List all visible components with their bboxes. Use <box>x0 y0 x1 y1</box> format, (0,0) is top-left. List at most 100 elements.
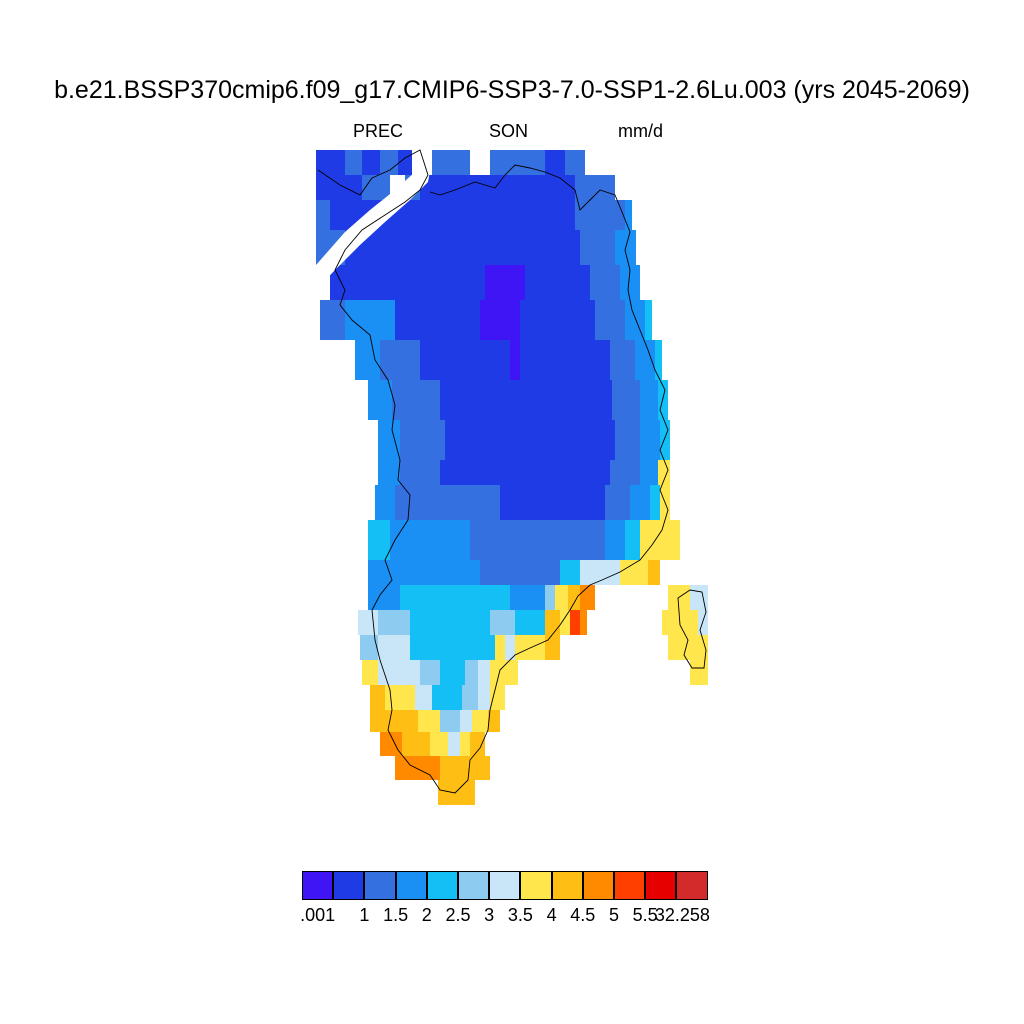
plot-title: b.e21.BSSP370cmip6.f09_g17.CMIP6-SSP3-7.… <box>54 76 970 104</box>
grid-cell <box>438 780 475 805</box>
grid-cell <box>420 175 500 200</box>
grid-cell <box>330 265 500 300</box>
grid-cell <box>570 610 580 635</box>
grid-cell <box>640 420 660 460</box>
variable-label: PREC <box>353 121 404 141</box>
colorbar-tick-label: 1 <box>359 905 370 925</box>
grid-cell <box>610 460 640 485</box>
grid-cell <box>660 420 670 460</box>
grid-cell <box>605 485 630 520</box>
grid-cell <box>560 560 580 585</box>
grid-cell <box>400 660 420 685</box>
grid-cell <box>575 200 605 230</box>
grid-cell <box>400 460 440 485</box>
colorbar-swatch <box>426 871 458 900</box>
grid-cell <box>345 150 362 175</box>
grid-cell <box>316 175 362 200</box>
grid-cell <box>440 660 465 685</box>
grid-cell <box>615 420 640 460</box>
units-label: mm/d <box>618 121 663 141</box>
grid-cell <box>395 485 430 520</box>
grid-cell <box>368 380 392 420</box>
grid-cell <box>485 265 525 300</box>
grid-cell <box>398 150 412 175</box>
grid-cell <box>375 485 395 520</box>
missing-data-strip <box>316 160 432 290</box>
grid-cell <box>316 200 330 230</box>
grid-cell <box>316 150 345 175</box>
grid-cell <box>490 660 518 685</box>
colorbar-tick-label: 5.5 <box>632 905 658 925</box>
grid-cell <box>440 380 612 420</box>
grid-cell <box>590 265 620 300</box>
grid-cell <box>640 380 658 420</box>
grid-cell <box>488 710 500 732</box>
grid-cell <box>472 710 488 732</box>
grid-cell <box>358 610 378 635</box>
grid-cell <box>515 610 545 635</box>
grid-cell <box>545 585 555 610</box>
grid-cell <box>645 300 652 340</box>
grid-cell <box>395 300 480 340</box>
grid-cell <box>410 610 460 635</box>
grid-cell <box>630 230 636 265</box>
grid-cell <box>490 685 505 710</box>
grid-cell <box>362 150 380 175</box>
grid-cell <box>418 710 440 732</box>
grid-cell <box>565 150 585 175</box>
season-label: SON <box>489 121 529 141</box>
grid-cell <box>432 150 470 175</box>
grid-cell <box>460 610 490 635</box>
grid-cell <box>510 585 545 610</box>
grid-cell <box>478 756 490 780</box>
grid-cell <box>470 230 580 265</box>
grid-cell <box>470 732 485 756</box>
coastline <box>317 149 707 794</box>
grid-cell <box>545 610 560 635</box>
grid-cell <box>440 460 610 485</box>
grid-cell <box>545 175 575 200</box>
grid-cell <box>545 150 565 175</box>
grid-cell <box>470 520 510 560</box>
grid-cell <box>362 175 390 200</box>
grid-cell <box>400 420 445 460</box>
grid-cell <box>660 520 680 560</box>
grid-cell <box>568 585 580 610</box>
grid-cell <box>480 300 520 340</box>
colorbar-swatch <box>458 871 490 900</box>
grid-cell <box>465 660 478 685</box>
colorbar-swatch <box>582 871 614 900</box>
grid-cell <box>490 150 510 175</box>
grid-cell <box>612 380 640 420</box>
grid-cell <box>600 175 615 200</box>
colorbar-swatch <box>676 871 708 900</box>
colorbar-tick-label: 4.5 <box>570 905 596 925</box>
grid-cell <box>445 420 615 460</box>
grid-cell <box>408 756 440 780</box>
grid-cell <box>690 660 708 685</box>
grid-cell <box>430 560 480 585</box>
colorbar-tick-label: 5 <box>608 905 620 925</box>
grid-cell <box>430 485 470 520</box>
grid-cell <box>380 340 420 380</box>
grid-cell <box>470 485 500 520</box>
grid-cell <box>605 520 625 560</box>
grid-cell <box>478 685 490 710</box>
grid-cell <box>575 175 600 200</box>
grid-cell <box>640 460 658 485</box>
grid-cell <box>625 520 640 560</box>
grid-cell <box>595 300 625 340</box>
grid-cell <box>440 635 468 660</box>
colorbar-swatch <box>520 871 552 900</box>
grid-cell <box>378 420 400 460</box>
grid-cell <box>410 635 440 660</box>
grid-cell <box>658 380 668 420</box>
grid-cell <box>500 175 545 200</box>
grid-cell <box>355 340 380 380</box>
grid-cell <box>580 610 587 635</box>
colorbar-swatch <box>614 871 646 900</box>
grid-cell <box>432 685 462 710</box>
grid-cell <box>505 635 515 660</box>
grid-cell <box>460 585 510 610</box>
grid-cell <box>530 560 560 585</box>
